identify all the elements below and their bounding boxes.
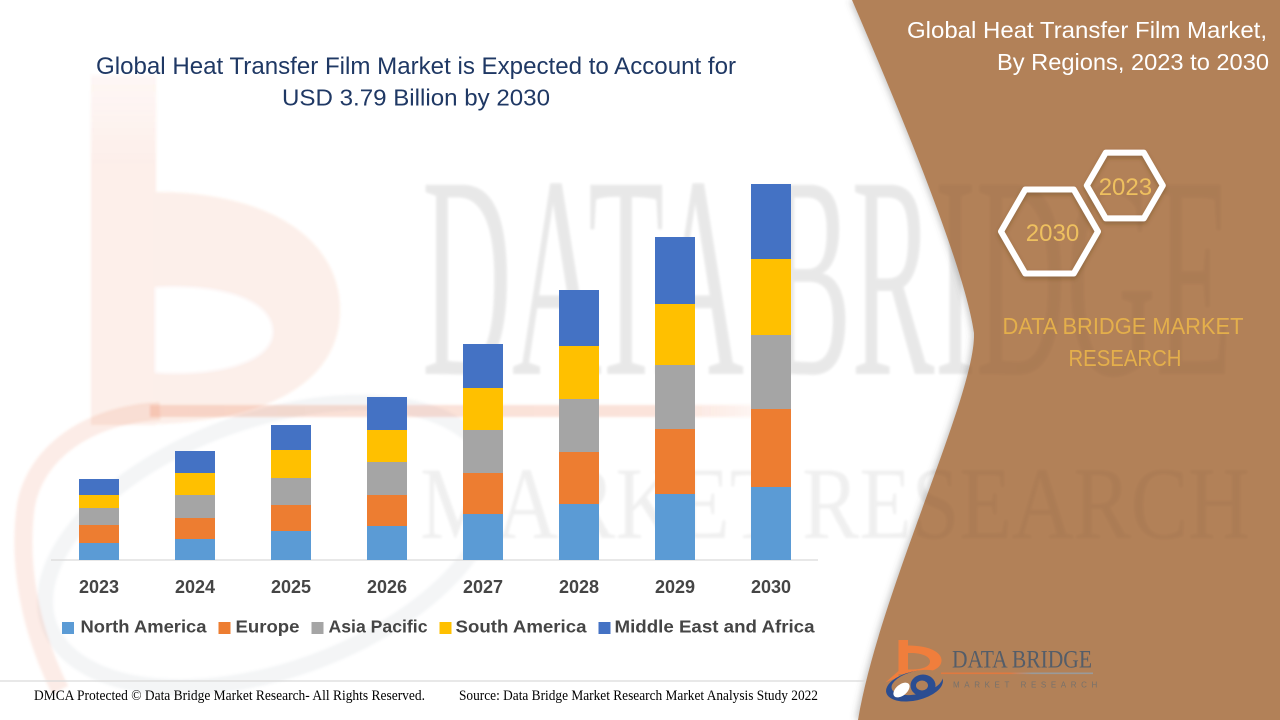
svg-text:RESEARCH: RESEARCH <box>1069 345 1182 371</box>
svg-text:Europe: Europe <box>236 617 300 637</box>
svg-text:By Regions, 2023 to 2030: By Regions, 2023 to 2030 <box>997 49 1269 75</box>
svg-text:DATA BRIDGE: DATA BRIDGE <box>952 647 1092 674</box>
svg-text:2029: 2029 <box>655 577 695 597</box>
svg-text:DMCA Protected © Data Bridge M: DMCA Protected © Data Bridge Market Rese… <box>34 688 425 704</box>
svg-text:2030: 2030 <box>751 577 791 597</box>
svg-text:2023: 2023 <box>1099 174 1152 201</box>
svg-text:2026: 2026 <box>367 577 407 597</box>
svg-text:Middle East and Africa: Middle East and Africa <box>615 617 815 637</box>
svg-text:MARKET RESEARCH: MARKET RESEARCH <box>953 681 1102 690</box>
svg-text:USD 3.79 Billion by 2030: USD 3.79 Billion by 2030 <box>282 85 550 111</box>
svg-text:Asia Pacific: Asia Pacific <box>329 617 428 637</box>
svg-text:2024: 2024 <box>175 577 215 597</box>
svg-text:2023: 2023 <box>79 577 119 597</box>
svg-text:2025: 2025 <box>271 577 311 597</box>
svg-text:South America: South America <box>456 617 587 637</box>
svg-text:2028: 2028 <box>559 577 599 597</box>
svg-text:Global Heat Transfer Film Mark: Global Heat Transfer Film Market, <box>907 17 1267 43</box>
svg-text:Global Heat Transfer Film Mark: Global Heat Transfer Film Market is Expe… <box>96 53 736 80</box>
svg-text:Source: Data Bridge Market Res: Source: Data Bridge Market Research Mark… <box>459 688 818 704</box>
svg-text:DATA BRIDGE MARKET: DATA BRIDGE MARKET <box>1003 313 1244 339</box>
svg-text:2030: 2030 <box>1026 220 1079 247</box>
svg-text:2027: 2027 <box>463 577 503 597</box>
svg-text:North America: North America <box>81 617 207 637</box>
